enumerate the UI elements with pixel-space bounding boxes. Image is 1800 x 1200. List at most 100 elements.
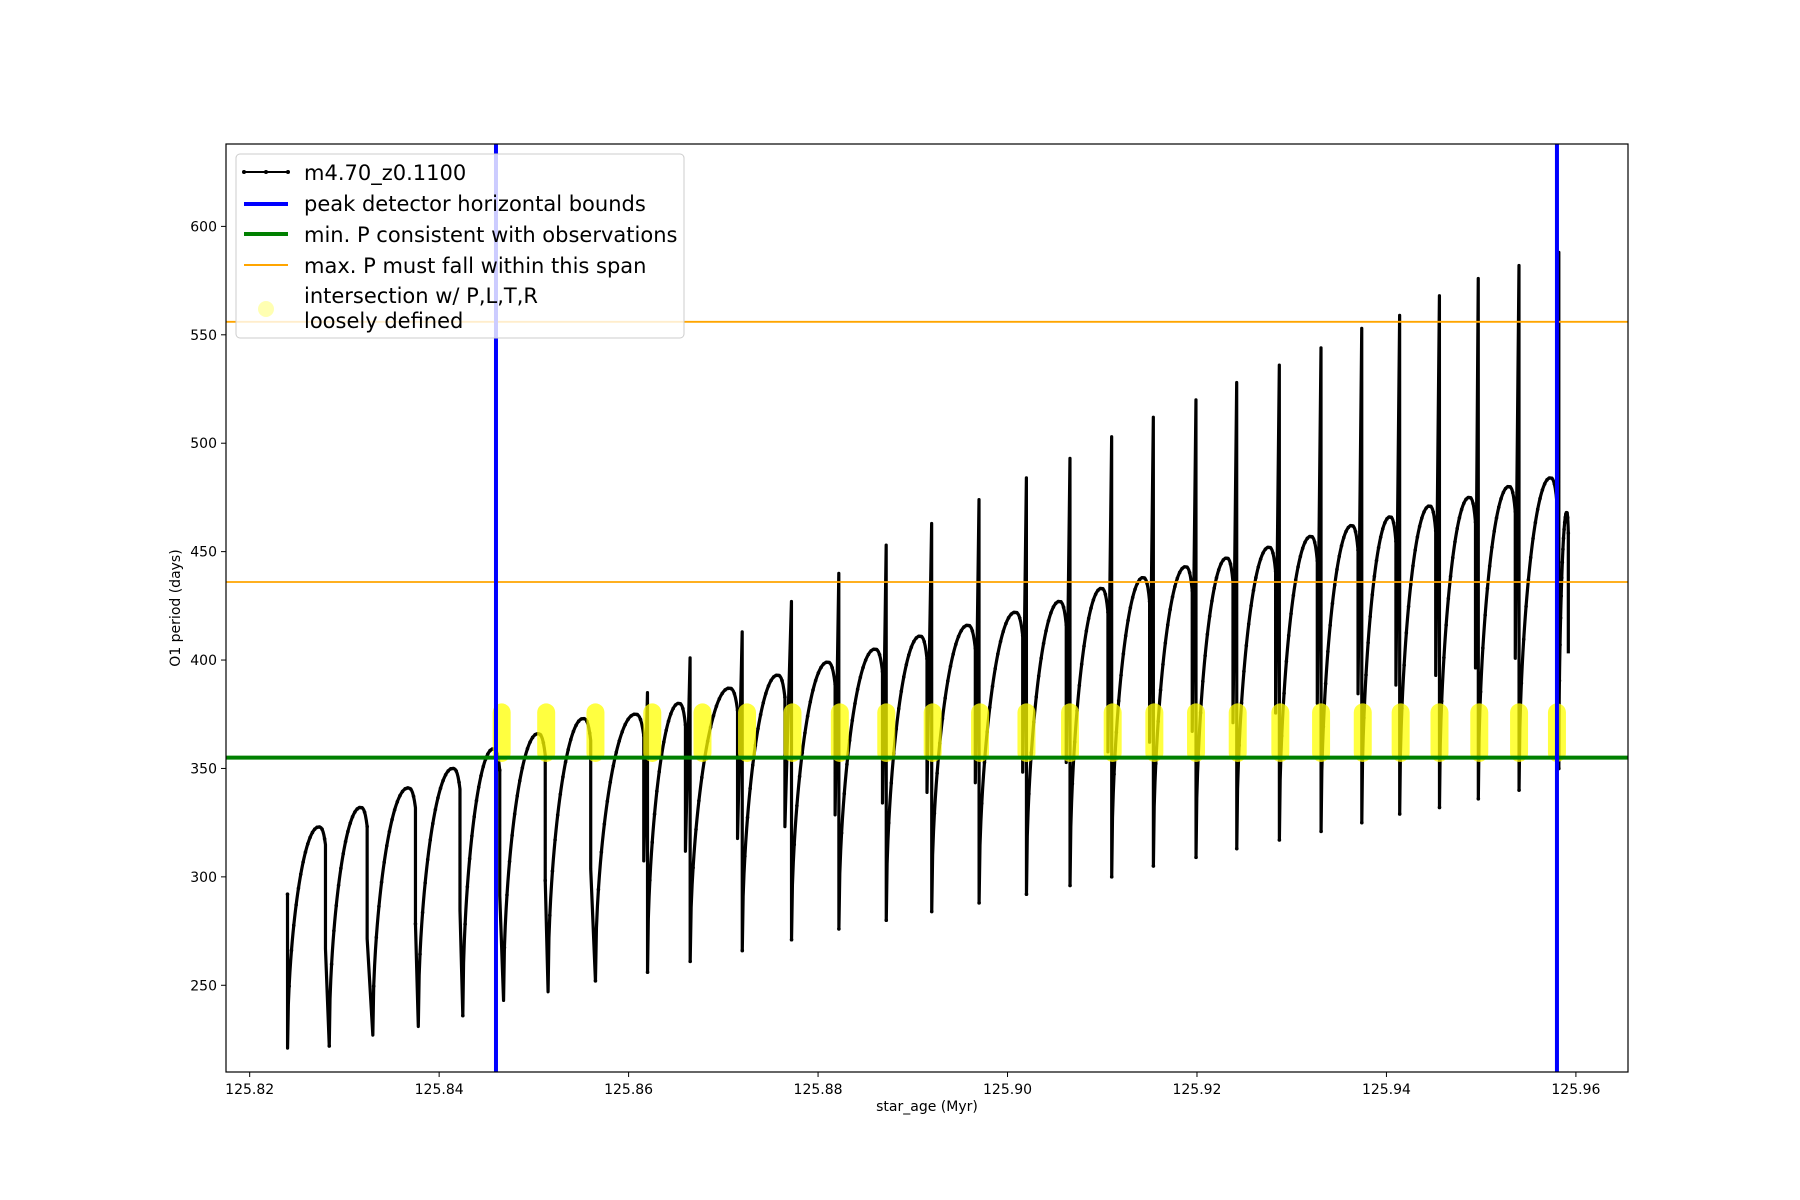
x-tick-label: 125.94 — [1362, 1082, 1411, 1098]
series-point-model — [382, 860, 386, 865]
series-point-model — [310, 830, 315, 835]
series-point-model — [632, 712, 636, 717]
y-tick-label: 500 — [190, 436, 217, 452]
series-point-model — [688, 959, 692, 964]
series-point-model — [1483, 613, 1487, 617]
series-point-model — [341, 851, 346, 856]
series-point-model — [433, 807, 438, 812]
series-point-model — [1251, 588, 1256, 593]
series-point-model — [418, 952, 422, 956]
series-point-model — [917, 634, 921, 639]
series-point-model — [1558, 643, 1562, 647]
series-point-model — [1298, 554, 1303, 559]
legend-label-intersection-line2: loosely defined — [304, 309, 463, 333]
series-point-model — [1161, 662, 1165, 667]
series-point-model — [638, 717, 643, 722]
series-point-model — [1046, 618, 1051, 623]
series-point-model — [461, 1013, 465, 1018]
series-point-model — [1531, 536, 1535, 541]
series-point-model — [1450, 555, 1455, 560]
series-point-model — [525, 746, 530, 751]
series-point-model — [1558, 616, 1563, 620]
series-point-model — [720, 691, 725, 696]
series-point-model — [479, 773, 483, 778]
series-point-model — [1433, 528, 1438, 533]
series-point-model — [1044, 629, 1048, 633]
y-tick-label: 350 — [190, 761, 217, 777]
series-point-model — [446, 769, 451, 773]
series-point-model — [962, 625, 966, 629]
series-point-model — [1123, 633, 1128, 638]
series-point-model — [657, 770, 661, 774]
series-point-model — [1153, 761, 1158, 766]
series-point-model — [789, 937, 794, 942]
series-point-model — [443, 773, 448, 777]
series-point-model — [977, 901, 981, 905]
series-point-model — [946, 679, 950, 683]
series-point-model — [1565, 515, 1570, 520]
series-point-model — [620, 730, 624, 734]
series-point-model — [599, 850, 604, 854]
series-point-model — [886, 821, 891, 825]
series-point-model — [1496, 505, 1501, 509]
series-point-model — [1201, 679, 1205, 684]
series-point-model — [291, 923, 296, 928]
series-point-model — [1119, 673, 1123, 678]
legend-swatch-model-marker-right — [286, 170, 290, 174]
series-point-model — [1526, 577, 1531, 582]
series-point-model — [1158, 688, 1163, 692]
series-point-model — [1128, 605, 1133, 610]
series-point-model — [1205, 632, 1210, 637]
series-point-model — [1415, 535, 1420, 539]
series-point-model — [863, 658, 868, 662]
series-point-model — [837, 927, 841, 931]
series-point-model — [1126, 618, 1130, 623]
intersection-marker — [1470, 703, 1489, 762]
series-point-model — [1559, 575, 1564, 580]
legend-swatch-model-marker-left — [242, 170, 246, 174]
series-point-model — [1173, 584, 1177, 589]
series-point-model — [441, 778, 445, 783]
series-point-model — [853, 701, 857, 706]
series-point-model — [1234, 846, 1239, 851]
series-point-model — [1084, 629, 1089, 633]
series-point-model — [332, 928, 336, 933]
series-point-model — [650, 840, 655, 845]
series-point-model — [783, 695, 787, 700]
series-point-model — [1528, 555, 1533, 560]
series-point-model — [350, 814, 355, 819]
series-point-model — [795, 803, 799, 808]
series-point-model — [1282, 691, 1286, 696]
series-point-model — [420, 910, 425, 915]
series-point-model — [1437, 805, 1442, 810]
series-point-model — [362, 810, 367, 814]
series-point-model — [1339, 543, 1344, 548]
series-point-model — [717, 697, 722, 701]
series-point-model — [1009, 612, 1014, 616]
series-point-model — [1185, 565, 1189, 569]
series-point-model — [929, 909, 934, 914]
series-point-model — [602, 822, 607, 826]
series-point-model — [1175, 576, 1180, 581]
series-point-model — [1439, 699, 1444, 703]
series-point-model — [1284, 659, 1289, 664]
series-point-model — [1446, 596, 1451, 601]
series-point-model — [1485, 586, 1490, 591]
series-point-model — [1051, 605, 1056, 609]
series-point-model — [346, 829, 350, 834]
series-point-model — [866, 652, 871, 657]
series-point-model — [512, 812, 517, 816]
series-point-model — [948, 664, 953, 669]
series-point-model — [988, 705, 992, 709]
series-point-model — [729, 686, 733, 691]
series-point-model — [374, 935, 379, 940]
intersection-marker — [1187, 703, 1206, 762]
series-point-model — [990, 684, 995, 689]
series-point-model — [1121, 652, 1126, 656]
series-point-model — [614, 750, 619, 755]
series-point-model — [1300, 546, 1305, 551]
series-point-model — [387, 829, 392, 834]
series-point-model — [1413, 548, 1417, 552]
series-point-model — [771, 675, 776, 679]
